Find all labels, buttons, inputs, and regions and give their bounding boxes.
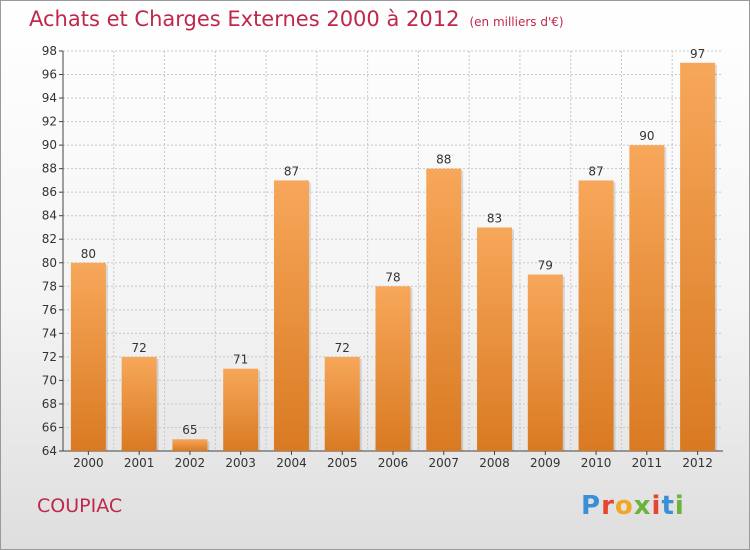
x-tick-label: 2008 [479,456,510,470]
bar [121,356,157,451]
chart-title: Achats et Charges Externes 2000 à 2012 (e… [29,7,564,31]
bar [477,227,513,451]
bar-value-label: 87 [284,164,299,178]
x-tick-label: 2011 [632,456,663,470]
y-tick-label: 76 [42,303,57,317]
y-tick-label: 88 [42,162,57,176]
y-tick-label: 86 [42,185,57,199]
bar-value-label: 65 [182,423,197,437]
y-tick-label: 96 [42,68,57,82]
bar [426,168,462,451]
y-tick-label: 72 [42,350,57,364]
x-tick-label: 2006 [378,456,409,470]
x-tick-label: 2000 [73,456,104,470]
x-tick-label: 2010 [581,456,612,470]
logo-letter: o [614,491,634,521]
y-tick-label: 74 [42,326,57,340]
y-tick-label: 78 [42,279,57,293]
bar-value-label: 79 [538,259,553,273]
bar [375,286,411,451]
x-tick-label: 2002 [175,456,206,470]
x-tick-label: 2003 [225,456,256,470]
x-tick-label: 2004 [276,456,307,470]
logo-letter: t [661,491,675,521]
y-tick-label: 80 [42,256,57,270]
y-tick-label: 68 [42,397,57,411]
y-tick-label: 64 [42,444,57,458]
commune-label: COUPIAC [37,495,123,517]
bar-value-label: 87 [588,164,603,178]
y-tick-label: 66 [42,420,57,434]
logo-letter: r [601,491,615,521]
bar-value-label: 80 [81,247,96,261]
y-tick-label: 90 [42,138,57,152]
logo-letter: i [651,491,662,521]
bar [324,356,360,451]
bar-value-label: 71 [233,353,248,367]
bar-value-label: 97 [690,47,705,61]
bar [172,439,208,451]
x-tick-label: 2005 [327,456,358,470]
bar [629,145,665,451]
x-tick-label: 2012 [682,456,713,470]
bar [680,62,716,451]
bar [70,262,106,451]
logo-letter: x [633,491,652,521]
chart-unit-note: (en milliers d'€) [469,15,564,29]
logo-letter: i [674,491,685,521]
x-tick-label: 2007 [428,456,459,470]
proxiti-logo: Proxiti [581,491,685,521]
logo-letter: P [581,491,602,521]
y-tick-label: 70 [42,373,57,387]
x-tick-label: 2001 [124,456,155,470]
bar-value-label: 72 [132,341,147,355]
chart-title-text: Achats et Charges Externes 2000 à 2012 [29,7,460,31]
bar-value-label: 83 [487,211,502,225]
bar-value-label: 90 [639,129,654,143]
y-tick-label: 94 [42,91,57,105]
bar [273,180,309,452]
bar-value-label: 72 [335,341,350,355]
y-tick-label: 82 [42,232,57,246]
bar [527,274,563,451]
bar [223,368,259,451]
x-tick-label: 2009 [530,456,561,470]
y-tick-label: 92 [42,115,57,129]
bar [578,180,614,452]
bar-value-label: 88 [436,153,451,167]
y-tick-label: 84 [42,209,57,223]
y-tick-label: 98 [42,44,57,58]
bar-value-label: 78 [385,270,400,284]
